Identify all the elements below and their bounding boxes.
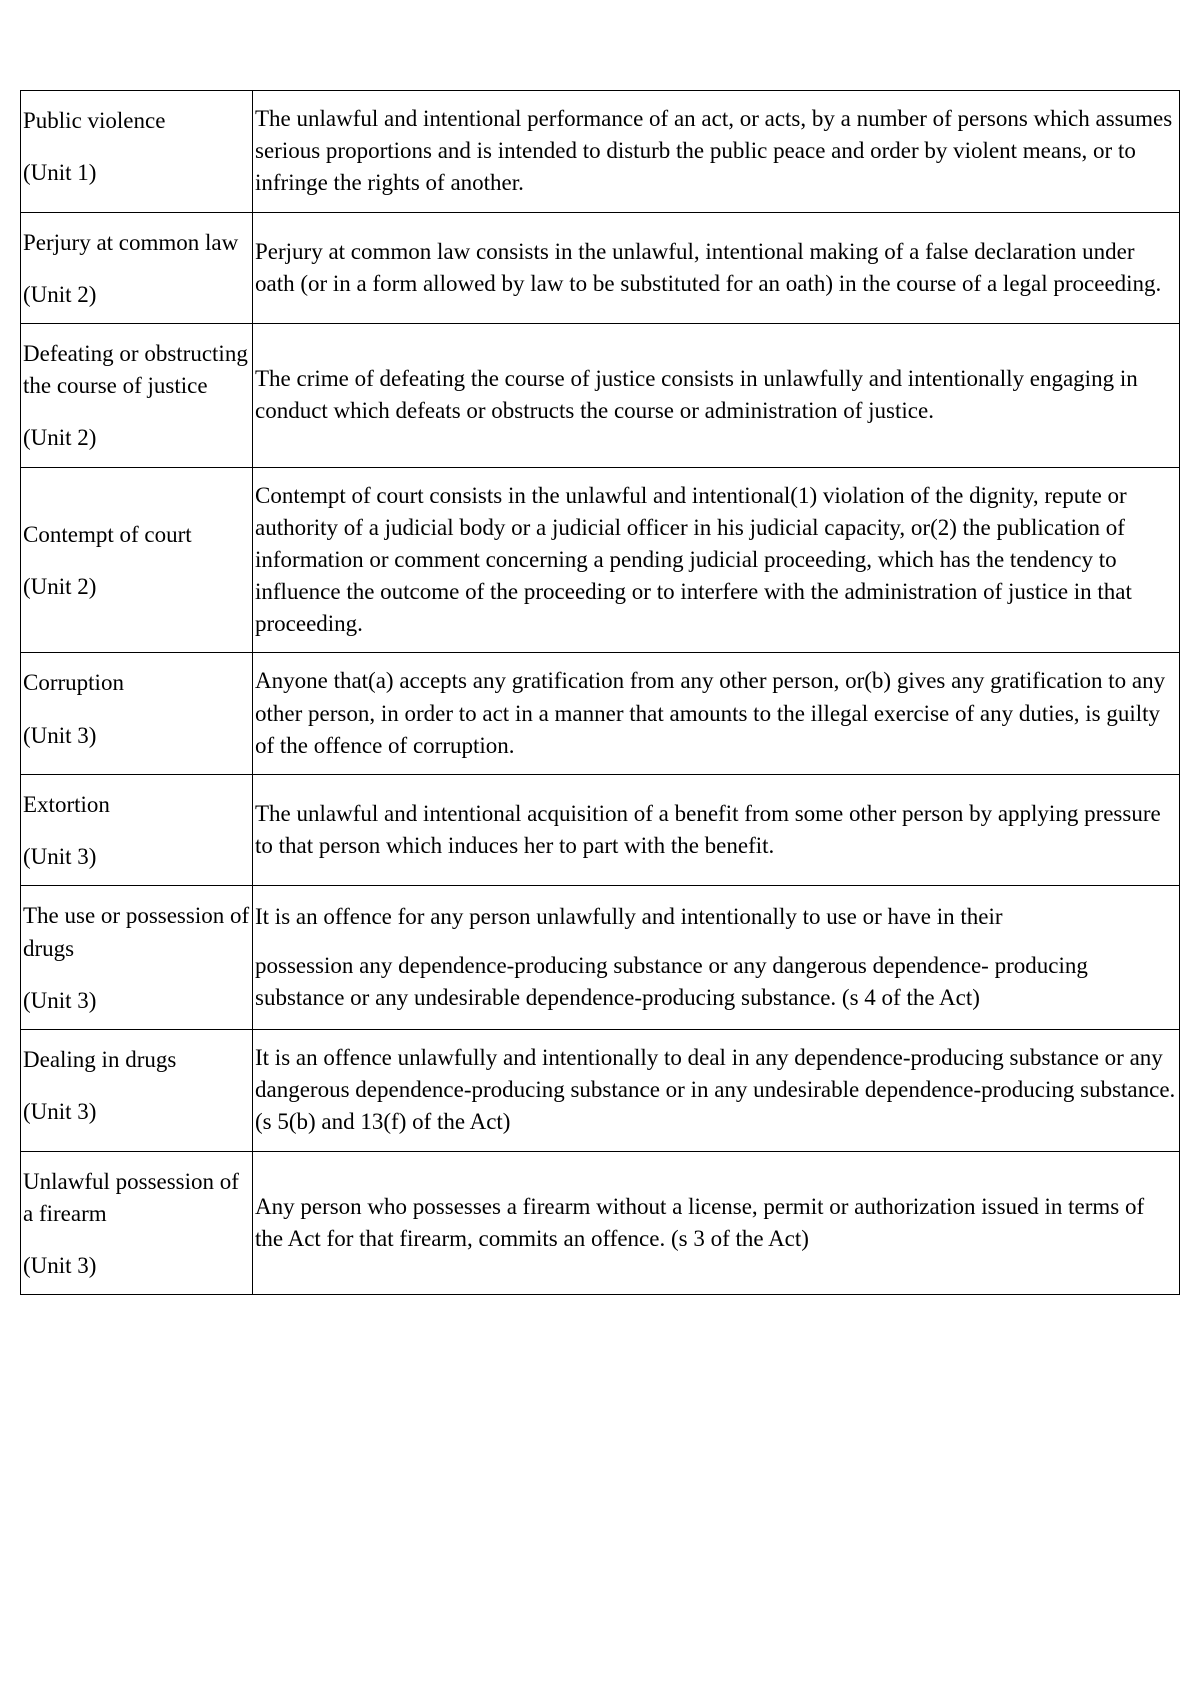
- table-body: Public violence (Unit 1) The unlawful an…: [21, 91, 1180, 1295]
- term-name: Corruption: [23, 667, 250, 699]
- definition-cell: Perjury at common law consists in the un…: [253, 212, 1180, 323]
- term-cell: Dealing in drugs (Unit 3): [21, 1029, 253, 1151]
- definition-text: The unlawful and intentional acquisition…: [255, 801, 1161, 858]
- definition-text: The crime of defeating the course of jus…: [255, 366, 1138, 423]
- table-row: Perjury at common law (Unit 2) Perjury a…: [21, 212, 1180, 323]
- term-cell: Unlawful possession of a firearm (Unit 3…: [21, 1151, 253, 1295]
- term-unit: (Unit 2): [23, 571, 250, 603]
- table-row: Defeating or obstructing the course of j…: [21, 323, 1180, 467]
- definition-cell: Anyone that(a) accepts any gratification…: [253, 653, 1180, 775]
- definition-text: Perjury at common law consists in the un…: [255, 239, 1161, 296]
- term-name: Dealing in drugs: [23, 1044, 250, 1076]
- term-cell: Public violence (Unit 1): [21, 91, 253, 213]
- term-name: Public violence: [23, 105, 250, 137]
- term-name: The use or possession of drugs: [23, 900, 250, 964]
- table-row: Public violence (Unit 1) The unlawful an…: [21, 91, 1180, 213]
- table-row: Dealing in drugs (Unit 3) It is an offen…: [21, 1029, 1180, 1151]
- term-name: Defeating or obstructing the course of j…: [23, 338, 250, 402]
- term-cell: Defeating or obstructing the course of j…: [21, 323, 253, 467]
- term-unit: (Unit 2): [23, 279, 250, 311]
- definition-cell: It is an offence for any person unlawful…: [253, 886, 1180, 1030]
- definition-cell: The crime of defeating the course of jus…: [253, 323, 1180, 467]
- table-row: The use or possession of drugs (Unit 3) …: [21, 886, 1180, 1030]
- definition-text: Contempt of court consists in the unlawf…: [255, 483, 1132, 637]
- term-cell: Extortion (Unit 3): [21, 775, 253, 886]
- table-row: Corruption (Unit 3) Anyone that(a) accep…: [21, 653, 1180, 775]
- definition-paragraph: possession any dependence-producing subs…: [255, 950, 1177, 1014]
- table-row: Unlawful possession of a firearm (Unit 3…: [21, 1151, 1180, 1295]
- definition-cell: Any person who possesses a firearm witho…: [253, 1151, 1180, 1295]
- definition-text: The unlawful and intentional performance…: [255, 106, 1172, 195]
- term-unit: (Unit 3): [23, 1096, 250, 1128]
- term-unit: (Unit 2): [23, 422, 250, 454]
- term-unit: (Unit 1): [23, 157, 250, 189]
- term-cell: Contempt of court (Unit 2): [21, 467, 253, 653]
- definition-cell: The unlawful and intentional acquisition…: [253, 775, 1180, 886]
- term-unit: (Unit 3): [23, 985, 250, 1017]
- definition-paragraph: It is an offence for any person unlawful…: [255, 901, 1177, 933]
- term-name: Extortion: [23, 789, 250, 821]
- definitions-table: Public violence (Unit 1) The unlawful an…: [20, 90, 1180, 1295]
- term-name: Unlawful possession of a firearm: [23, 1166, 250, 1230]
- definition-cell: The unlawful and intentional performance…: [253, 91, 1180, 213]
- term-unit: (Unit 3): [23, 720, 250, 752]
- definition-text: Anyone that(a) accepts any gratification…: [255, 668, 1165, 757]
- definition-cell: Contempt of court consists in the unlawf…: [253, 467, 1180, 653]
- term-name: Perjury at common law: [23, 227, 250, 259]
- term-unit: (Unit 3): [23, 1250, 250, 1282]
- definition-text: Any person who possesses a firearm witho…: [255, 1194, 1144, 1251]
- term-cell: The use or possession of drugs (Unit 3): [21, 886, 253, 1030]
- term-name: Contempt of court: [23, 519, 250, 551]
- table-row: Contempt of court (Unit 2) Contempt of c…: [21, 467, 1180, 653]
- definition-text: It is an offence unlawfully and intentio…: [255, 1045, 1175, 1134]
- definition-cell: It is an offence unlawfully and intentio…: [253, 1029, 1180, 1151]
- table-row: Extortion (Unit 3) The unlawful and inte…: [21, 775, 1180, 886]
- term-unit: (Unit 3): [23, 841, 250, 873]
- term-cell: Perjury at common law (Unit 2): [21, 212, 253, 323]
- term-cell: Corruption (Unit 3): [21, 653, 253, 775]
